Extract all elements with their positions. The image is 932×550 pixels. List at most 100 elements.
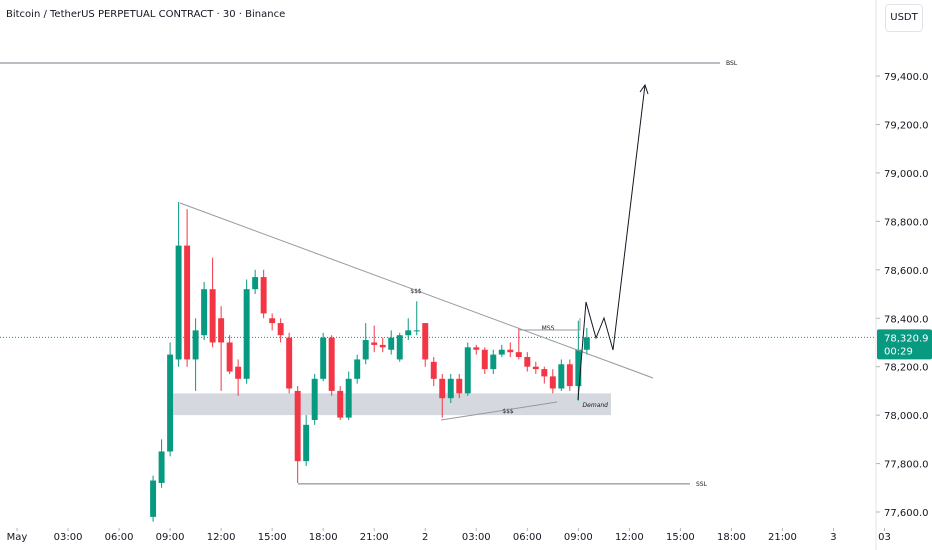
- candle-body: [507, 349, 514, 353]
- chart-title: Bitcoin / TetherUS PERPETUAL CONTRACT · …: [6, 9, 285, 20]
- marks: 77,600.0 77,800.0 78,000.0 78,200.0 78,400.0…: [0, 60, 932, 543]
- candle-body: [498, 349, 505, 355]
- annotation: $$$: [410, 288, 422, 295]
- x-tick-label: 03:00: [54, 532, 83, 543]
- mss-line: [519, 318, 581, 331]
- candle-body: [515, 352, 522, 358]
- candle-body: [175, 245, 182, 360]
- annotation: MSS: [542, 325, 555, 332]
- y-tick-label: 78,200.0: [884, 363, 929, 374]
- candle-body: [269, 318, 276, 324]
- projection-arrow: [577, 84, 646, 401]
- candle-body: [354, 359, 361, 379]
- x-tick-label: 03:00: [462, 532, 491, 543]
- trendline: [440, 401, 558, 421]
- candle-body: [201, 289, 208, 336]
- price-tag-label: 78,320.9: [884, 333, 929, 344]
- candle-body: [150, 480, 157, 517]
- candle-body: [167, 354, 174, 452]
- candle-body: [490, 354, 497, 370]
- x-tick-label: 03: [878, 532, 891, 543]
- candle-body: [260, 277, 267, 314]
- y-tick-label: 78,400.0: [884, 314, 929, 325]
- candle-body: [252, 277, 259, 290]
- x-tick-label: 06:00: [513, 532, 542, 543]
- candle-body: [473, 347, 480, 350]
- x-tick-label: 15:00: [666, 532, 695, 543]
- candle-body: [413, 330, 420, 332]
- candle-body: [379, 344, 386, 348]
- candle-body: [456, 378, 463, 394]
- candle-body: [311, 378, 318, 420]
- y-tick-label: 79,000.0: [884, 169, 929, 180]
- candle-body: [286, 337, 293, 389]
- arrow-head: [639, 83, 649, 95]
- y-tick-label: 79,200.0: [884, 120, 929, 131]
- candle-body: [277, 323, 284, 336]
- candle-body: [184, 245, 191, 360]
- x-tick-label: 21:00: [768, 532, 797, 543]
- candle-body: [320, 337, 327, 379]
- candle-body: [481, 349, 488, 370]
- level-label: SSL: [696, 481, 708, 488]
- candle-body: [235, 366, 242, 379]
- candle-body: [422, 323, 429, 360]
- candle-body: [439, 378, 446, 399]
- candle-body: [524, 357, 531, 367]
- candle-body: [158, 451, 165, 483]
- x-tick-label: 18:00: [717, 532, 746, 543]
- x-tick-label: 12:00: [615, 532, 644, 543]
- candle-body: [532, 366, 539, 370]
- y-tick-label: 78,600.0: [884, 266, 929, 277]
- candle-body: [464, 347, 471, 394]
- price-tag: [877, 329, 932, 360]
- y-tick-label: 78,800.0: [884, 217, 929, 228]
- candle-body: [303, 424, 310, 462]
- y-tick-label: 77,800.0: [884, 460, 929, 471]
- x-tick-label: 18:00: [309, 532, 338, 543]
- candle-body: [371, 342, 378, 345]
- candle-body: [430, 361, 437, 379]
- candle-body: [566, 364, 573, 387]
- x-tick-label: 2: [422, 532, 428, 543]
- trendline: [179, 202, 654, 379]
- candle-body: [294, 390, 301, 462]
- x-tick-label: May: [7, 532, 28, 543]
- candle-body: [226, 342, 233, 372]
- candle-body: [405, 330, 412, 336]
- level-label: BSL: [726, 60, 738, 67]
- x-tick-label: 3: [830, 532, 836, 543]
- candle-body: [558, 364, 565, 389]
- x-tick-label: 12:00: [207, 532, 236, 543]
- candle-body: [575, 349, 582, 387]
- y-tick-label: 77,600.0: [884, 508, 929, 519]
- x-tick-label: 09:00: [156, 532, 185, 543]
- y-tick-label: 78,000.0: [884, 411, 929, 422]
- countdown: 00:29: [884, 346, 913, 357]
- candle-body: [209, 289, 216, 343]
- y-tick-label: 79,400.0: [884, 72, 929, 83]
- currency-button[interactable]: USDT: [885, 4, 923, 32]
- candle-body: [345, 378, 352, 418]
- candle-body: [328, 337, 335, 391]
- zone-label: Demand: [583, 402, 609, 409]
- x-tick-label: 09:00: [564, 532, 593, 543]
- candle-body: [447, 378, 454, 399]
- candle-body: [541, 369, 548, 377]
- candle-body: [192, 330, 199, 360]
- candle-body: [243, 289, 250, 379]
- candle-body: [583, 337, 590, 350]
- x-tick-label: 15:00: [258, 532, 287, 543]
- annotation: $$$: [502, 408, 514, 415]
- demand-zone: [173, 393, 611, 416]
- candle-body: [362, 340, 369, 360]
- candle-body: [549, 376, 556, 389]
- x-tick-label: 21:00: [360, 532, 389, 543]
- candle-body: [337, 390, 344, 418]
- candle-body: [388, 337, 395, 350]
- x-tick-label: 06:00: [105, 532, 134, 543]
- candle-body: [218, 318, 225, 343]
- candle-body: [396, 335, 403, 360]
